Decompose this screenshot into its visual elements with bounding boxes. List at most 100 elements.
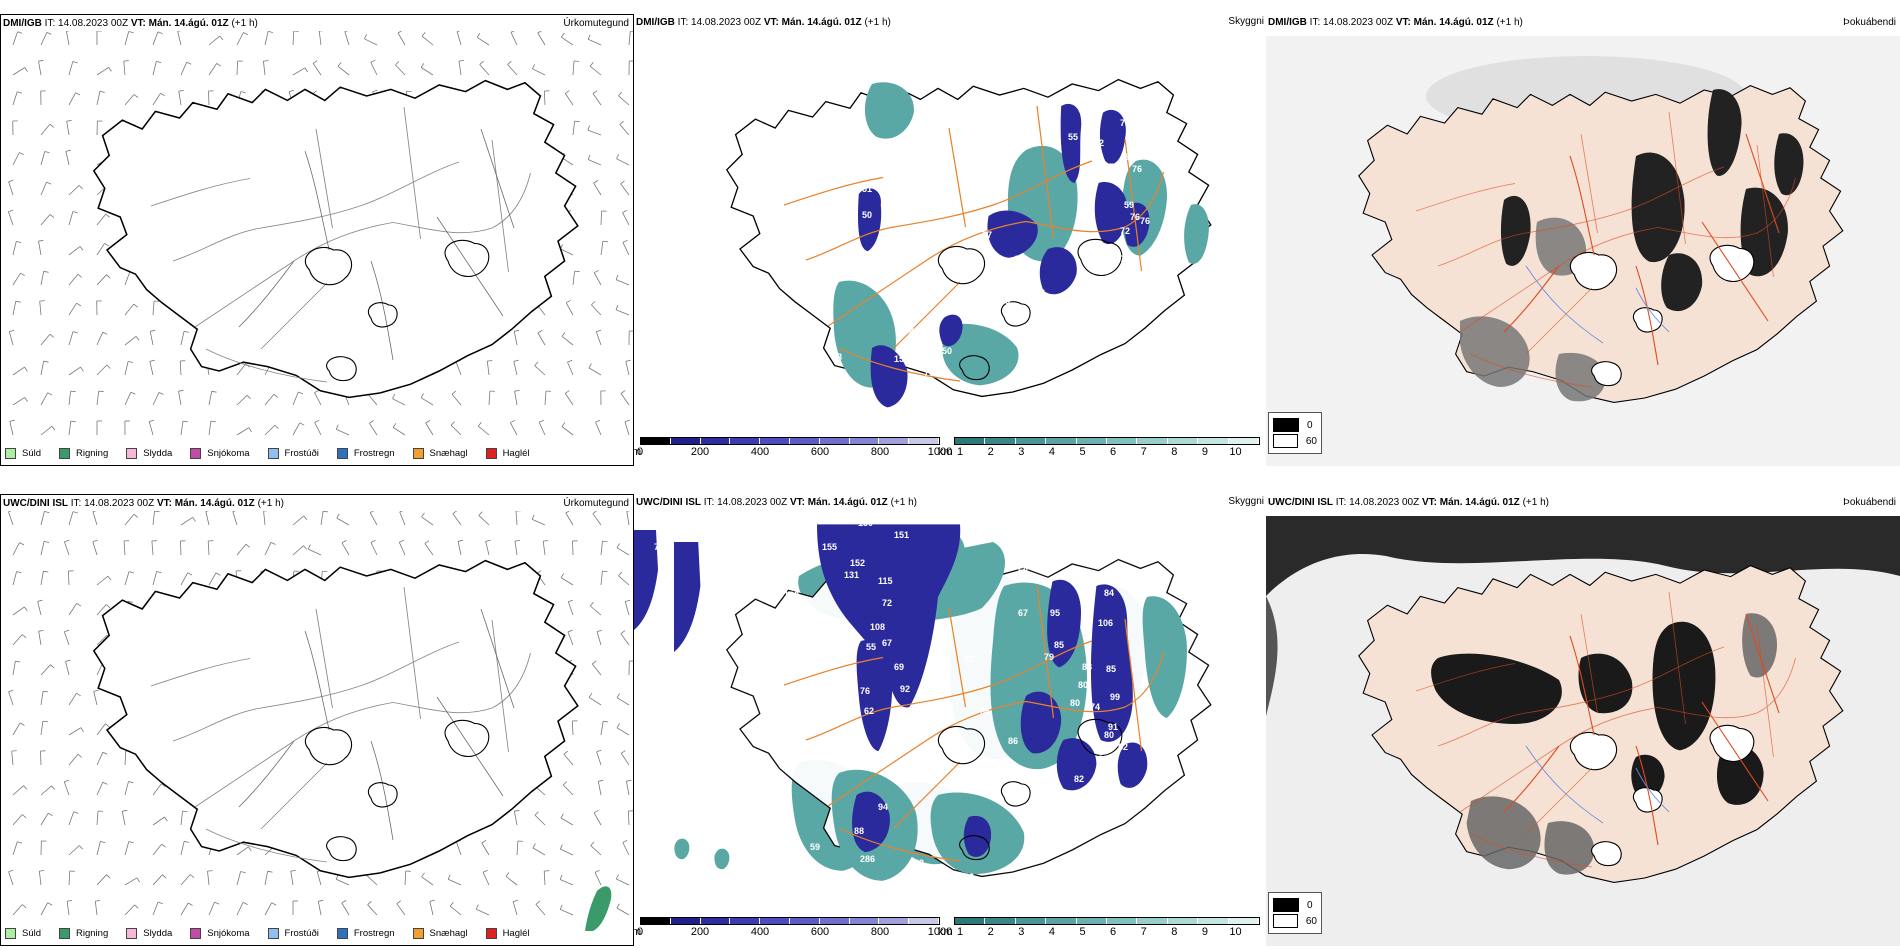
wind-barb-tick [559, 844, 563, 850]
wind-barb [124, 781, 129, 796]
wind-barb [96, 723, 106, 736]
colorbar-tick-label: 3 [1018, 446, 1025, 458]
wind-barb [542, 541, 546, 556]
legend-item: Frostregn [336, 448, 395, 459]
wind-barb [532, 519, 546, 526]
wind-barb [264, 424, 276, 436]
colorbar-tick-label: 10 [1229, 446, 1242, 458]
wind-barb-tick [479, 60, 484, 65]
wind-barb [12, 67, 26, 76]
wind-barb-tick [105, 213, 110, 218]
colorbar-segment [849, 438, 880, 444]
wind-barb [616, 697, 630, 706]
wind-barb [236, 846, 249, 856]
colorbar-segment [1107, 438, 1138, 444]
wind-barb [152, 61, 157, 76]
wind-barb [572, 121, 575, 136]
wind-barb-tick [590, 841, 595, 846]
wind-barb [572, 271, 575, 286]
wind-barb-tick [38, 239, 44, 242]
wind-barb-tick [106, 274, 111, 279]
wind-barb-tick [534, 361, 539, 366]
visibility-value-label: 152 [850, 558, 865, 568]
colorbar-segment [879, 438, 910, 444]
colorbar-segment [641, 918, 671, 924]
wind-barb-tick [123, 60, 129, 62]
legend-item: Snjókoma [190, 928, 250, 939]
wind-barb [507, 64, 518, 76]
wind-barb-tick [574, 120, 580, 123]
wind-barb-tick [43, 570, 49, 573]
wind-barb [40, 271, 45, 286]
wind-barb-tick [602, 570, 608, 572]
wind-barb [236, 395, 248, 406]
wind-barb-tick [565, 299, 571, 304]
visibility-value-label: 82 [1098, 754, 1108, 764]
wind-barb-tick [44, 541, 50, 543]
colorbar-segment [670, 438, 701, 444]
wind-barb [595, 331, 602, 346]
colorbar-segment [1046, 918, 1077, 924]
wind-barb [593, 182, 602, 196]
wind-barb [626, 511, 630, 526]
wind-barb [96, 91, 101, 106]
wind-barb [456, 841, 462, 856]
wind-barb-tick [106, 604, 111, 609]
wind-barb-tick [80, 727, 84, 733]
wind-barb [40, 785, 52, 796]
wind-barb-tick [8, 689, 14, 693]
wind-barb-tick [560, 813, 564, 819]
wind-barb-tick [568, 599, 574, 603]
wind-barb [180, 572, 189, 586]
legend-item: Snæhagl [412, 448, 468, 459]
wind-barb [149, 361, 154, 376]
wind-barb [316, 871, 322, 886]
wind-barb [68, 754, 79, 766]
wind-barb-tick [624, 419, 630, 422]
wind-barb [616, 547, 630, 556]
wind-barb [512, 901, 518, 916]
legend-item: Frostúði [267, 448, 319, 459]
wind-barb-tick [108, 67, 112, 72]
wind-barb [236, 363, 246, 376]
wind-barb [590, 605, 602, 616]
wind-barb-tick [158, 392, 164, 395]
visibility-value-label: 131 [844, 570, 859, 580]
visibility-m-colorbar: 0 200 400 600 800 1000 m [634, 437, 952, 460]
wind-barb-tick [616, 154, 620, 159]
colorbar-segment [670, 918, 701, 924]
wind-barb [564, 93, 574, 106]
wind-barb-tick [106, 874, 111, 879]
panel-title: UWC/DINI ISL IT: 14.08.2023 00Z VT: Mán.… [3, 498, 284, 509]
wind-barb-tick [565, 511, 570, 514]
wind-barb [180, 62, 188, 76]
wind-barb [40, 425, 53, 436]
wind-barb-tick [450, 421, 455, 426]
wind-barb [12, 571, 17, 586]
wind-barb-tick [133, 94, 139, 98]
wind-barb [336, 878, 350, 886]
legend-item: Frostúði [267, 928, 319, 939]
wind-barb [292, 67, 306, 76]
wind-barb-tick [620, 180, 625, 185]
visibility-value-label: 67 [1016, 280, 1026, 290]
wind-barb [152, 392, 160, 406]
wind-barb-tick [335, 424, 339, 430]
wind-barb-tick [535, 900, 540, 905]
wind-barb-tick [344, 31, 349, 32]
colorbar-tick-label: 4 [1048, 926, 1055, 938]
wind-barb-tick [189, 874, 195, 879]
visibility-value-label: 75 [924, 368, 934, 378]
colorbar-segment [1015, 438, 1047, 444]
legend-swatch [336, 448, 348, 459]
visibility-value-label: 50 [862, 210, 872, 220]
wind-barb-tick [593, 809, 599, 814]
colorbar-segment [955, 918, 986, 924]
wind-barb-tick [150, 329, 156, 332]
wind-barb [312, 63, 322, 76]
wind-barb [40, 392, 49, 406]
wind-barb-tick [406, 90, 412, 92]
wind-barb-tick [481, 840, 487, 844]
colorbar-tick-label: 7 [1140, 926, 1147, 938]
wind-barb-tick [475, 904, 479, 910]
